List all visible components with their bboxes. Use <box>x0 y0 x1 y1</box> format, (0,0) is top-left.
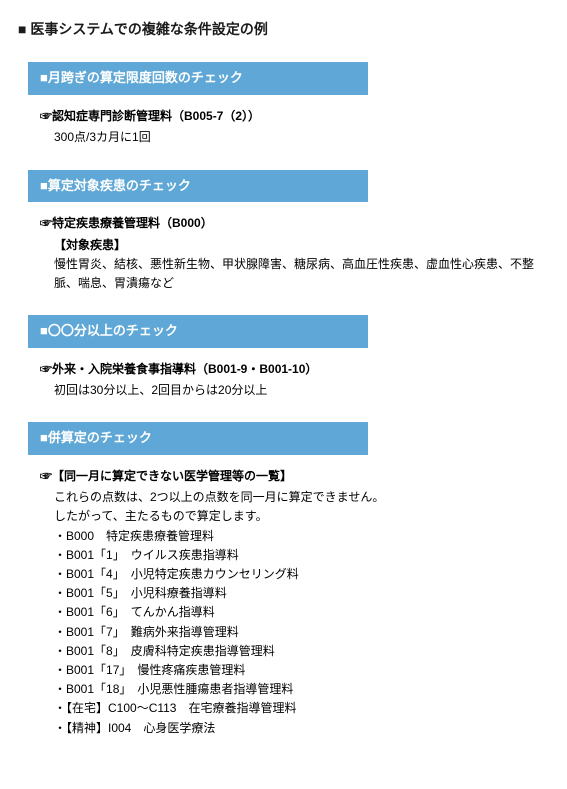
section-body: ☞外来・入院栄養食事指導料（B001-9・B001-10） 初回は30分以上、2回… <box>12 360 555 400</box>
section-sub: 300点/3カ月に1回 <box>40 128 539 147</box>
section-ribbon: ■算定対象疾患のチェック <box>28 170 368 203</box>
section-sub: 慢性胃炎、結核、悪性新生物、甲状腺障害、糖尿病、高血圧性疾患、虚血性心疾患、不整… <box>40 255 539 293</box>
list-item: ・B001「18」 小児悪性腫瘍患者指導管理料 <box>54 680 539 699</box>
list-item: ・B001「7」 難病外来指導管理料 <box>54 623 539 642</box>
sections-container: ■月跨ぎの算定限度回数のチェック ☞認知症専門診断管理料（B005-7（2）） 30… <box>12 62 555 737</box>
section: ■併算定のチェック ☞【同一月に算定できない医学管理等の一覧】これらの点数は、2つ… <box>12 422 555 737</box>
list-item: ・B001「8」 皮膚科特定疾患指導管理料 <box>54 642 539 661</box>
list-item: ・B001「1」 ウイルス疾患指導料 <box>54 546 539 565</box>
section: ■〇〇分以上のチェック ☞外来・入院栄養食事指導料（B001-9・B001-10）… <box>12 315 555 400</box>
section-list: ・B000 特定疾患療養管理料・B001「1」 ウイルス疾患指導料・B001「4… <box>40 527 539 738</box>
list-item: ・【在宅】C100～C113 在宅療養指導管理料 <box>54 699 539 718</box>
section-ribbon: ■併算定のチェック <box>28 422 368 455</box>
list-item: ・B001「6」 てんかん指導料 <box>54 603 539 622</box>
section: ■月跨ぎの算定限度回数のチェック ☞認知症専門診断管理料（B005-7（2）） 30… <box>12 62 555 147</box>
section-ribbon: ■〇〇分以上のチェック <box>28 315 368 348</box>
section-ribbon: ■月跨ぎの算定限度回数のチェック <box>28 62 368 95</box>
section-sub: したがって、主たるもので算定します。 <box>40 507 539 526</box>
section-lead: ☞特定疾患療養管理料（B000） <box>40 214 539 233</box>
section-lead: ☞認知症専門診断管理料（B005-7（2）） <box>40 107 539 126</box>
section: ■算定対象疾患のチェック ☞特定疾患療養管理料（B000） 【対象疾患】慢性胃炎、結… <box>12 170 555 294</box>
section-sub: 初回は30分以上、2回目からは20分以上 <box>40 381 539 400</box>
list-item: ・B001「4」 小児特定疾患カウンセリング料 <box>54 565 539 584</box>
list-item: ・【精神】I004 心身医学療法 <box>54 719 539 738</box>
list-item: ・B000 特定疾患療養管理料 <box>54 527 539 546</box>
list-item: ・B001「17」 慢性疼痛疾患管理料 <box>54 661 539 680</box>
section-body: ☞認知症専門診断管理料（B005-7（2）） 300点/3カ月に1回 <box>12 107 555 147</box>
section-lead: ☞【同一月に算定できない医学管理等の一覧】 <box>40 467 539 486</box>
section-lead: ☞外来・入院栄養食事指導料（B001-9・B001-10） <box>40 360 539 379</box>
list-item: ・B001「5」 小児科療養指導料 <box>54 584 539 603</box>
section-sub: 【対象疾患】 <box>40 236 539 255</box>
section-body: ☞【同一月に算定できない医学管理等の一覧】これらの点数は、2つ以上の点数を同一月… <box>12 467 555 738</box>
section-body: ☞特定疾患療養管理料（B000） 【対象疾患】慢性胃炎、結核、悪性新生物、甲状腺障… <box>12 214 555 293</box>
page-title: ■ 医事システムでの複雑な条件設定の例 <box>18 18 555 40</box>
section-sub: これらの点数は、2つ以上の点数を同一月に算定できません。 <box>40 488 539 507</box>
